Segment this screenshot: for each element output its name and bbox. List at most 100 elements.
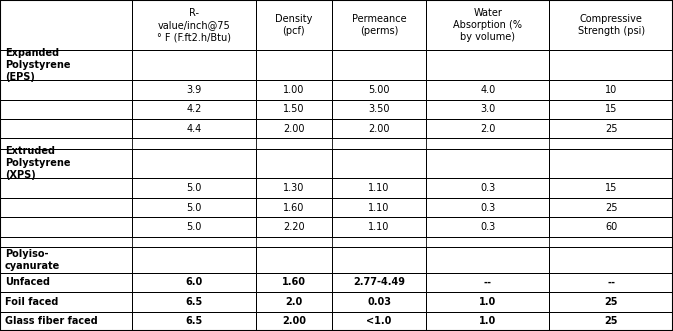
Text: 0.3: 0.3 bbox=[480, 203, 495, 213]
Text: 1.50: 1.50 bbox=[283, 104, 305, 114]
Bar bbox=[426, 178, 549, 198]
Text: 15: 15 bbox=[605, 104, 617, 114]
Bar bbox=[0, 292, 132, 311]
Text: Permeance
(perms): Permeance (perms) bbox=[352, 14, 406, 36]
Text: 2.0: 2.0 bbox=[480, 124, 495, 134]
Bar bbox=[132, 119, 256, 138]
Bar bbox=[132, 149, 256, 178]
Text: 1.10: 1.10 bbox=[368, 222, 390, 232]
Text: 6.0: 6.0 bbox=[185, 277, 203, 287]
Bar bbox=[549, 178, 673, 198]
Bar bbox=[549, 119, 673, 138]
Bar bbox=[132, 80, 256, 100]
Text: 4.2: 4.2 bbox=[186, 104, 201, 114]
Bar bbox=[256, 50, 332, 80]
Bar bbox=[549, 311, 673, 331]
Bar bbox=[332, 50, 426, 80]
Text: 3.50: 3.50 bbox=[368, 104, 390, 114]
Text: Unfaced: Unfaced bbox=[5, 277, 50, 287]
Text: 1.0: 1.0 bbox=[479, 316, 496, 326]
Text: Expanded
Polystyrene
(EPS): Expanded Polystyrene (EPS) bbox=[5, 48, 70, 82]
Text: 0.3: 0.3 bbox=[480, 183, 495, 193]
Bar bbox=[132, 138, 256, 149]
Bar bbox=[332, 138, 426, 149]
Bar bbox=[426, 100, 549, 119]
Text: Foil faced: Foil faced bbox=[5, 297, 58, 307]
Bar bbox=[332, 198, 426, 217]
Bar bbox=[549, 292, 673, 311]
Text: 1.0: 1.0 bbox=[479, 297, 496, 307]
Text: Extruded
Polystyrene
(XPS): Extruded Polystyrene (XPS) bbox=[5, 146, 70, 180]
Bar bbox=[256, 273, 332, 292]
Text: 5.0: 5.0 bbox=[186, 183, 201, 193]
Text: Density
(pcf): Density (pcf) bbox=[275, 14, 312, 36]
Bar bbox=[549, 138, 673, 149]
Text: 60: 60 bbox=[605, 222, 617, 232]
Text: 25: 25 bbox=[605, 203, 618, 213]
Bar bbox=[256, 311, 332, 331]
Bar bbox=[256, 247, 332, 273]
Bar bbox=[0, 237, 132, 247]
Bar bbox=[0, 198, 132, 217]
Bar bbox=[549, 149, 673, 178]
Text: 4.4: 4.4 bbox=[186, 124, 201, 134]
Text: <1.0: <1.0 bbox=[366, 316, 392, 326]
Text: --: -- bbox=[607, 277, 615, 287]
Bar bbox=[0, 50, 132, 80]
Text: 5.0: 5.0 bbox=[186, 203, 201, 213]
Bar bbox=[426, 273, 549, 292]
Bar bbox=[256, 119, 332, 138]
Bar bbox=[0, 217, 132, 237]
Bar bbox=[332, 100, 426, 119]
Bar bbox=[256, 198, 332, 217]
Bar bbox=[132, 198, 256, 217]
Text: Compressive
Strength (psi): Compressive Strength (psi) bbox=[577, 14, 645, 36]
Text: 1.60: 1.60 bbox=[283, 203, 305, 213]
Bar bbox=[426, 149, 549, 178]
Bar bbox=[256, 149, 332, 178]
Text: 2.77-4.49: 2.77-4.49 bbox=[353, 277, 405, 287]
Text: 25: 25 bbox=[604, 297, 618, 307]
Text: 1.30: 1.30 bbox=[283, 183, 305, 193]
Bar bbox=[426, 247, 549, 273]
Bar bbox=[0, 138, 132, 149]
Bar bbox=[426, 50, 549, 80]
Bar bbox=[0, 100, 132, 119]
Text: Polyiso-
cyanurate: Polyiso- cyanurate bbox=[5, 249, 60, 271]
Bar bbox=[549, 0, 673, 50]
Bar bbox=[332, 80, 426, 100]
Text: Water
Absorption (%
by volume): Water Absorption (% by volume) bbox=[453, 8, 522, 42]
Text: 2.00: 2.00 bbox=[282, 316, 306, 326]
Bar bbox=[426, 138, 549, 149]
Bar bbox=[132, 50, 256, 80]
Bar bbox=[0, 178, 132, 198]
Bar bbox=[426, 80, 549, 100]
Text: 2.00: 2.00 bbox=[283, 124, 305, 134]
Bar bbox=[256, 217, 332, 237]
Text: 1.60: 1.60 bbox=[282, 277, 306, 287]
Bar bbox=[426, 311, 549, 331]
Text: 1.10: 1.10 bbox=[368, 183, 390, 193]
Text: 2.0: 2.0 bbox=[285, 297, 303, 307]
Bar bbox=[256, 100, 332, 119]
Bar bbox=[426, 119, 549, 138]
Bar bbox=[0, 119, 132, 138]
Bar bbox=[0, 0, 132, 50]
Bar bbox=[0, 273, 132, 292]
Text: 6.5: 6.5 bbox=[185, 297, 203, 307]
Bar bbox=[332, 0, 426, 50]
Bar bbox=[132, 100, 256, 119]
Bar bbox=[426, 0, 549, 50]
Text: 5.00: 5.00 bbox=[368, 85, 390, 95]
Text: 6.5: 6.5 bbox=[185, 316, 203, 326]
Bar bbox=[549, 100, 673, 119]
Text: Glass fiber faced: Glass fiber faced bbox=[5, 316, 98, 326]
Bar bbox=[549, 273, 673, 292]
Bar bbox=[549, 247, 673, 273]
Bar bbox=[132, 273, 256, 292]
Bar bbox=[132, 0, 256, 50]
Bar bbox=[256, 237, 332, 247]
Bar bbox=[549, 80, 673, 100]
Text: 3.0: 3.0 bbox=[480, 104, 495, 114]
Bar bbox=[0, 311, 132, 331]
